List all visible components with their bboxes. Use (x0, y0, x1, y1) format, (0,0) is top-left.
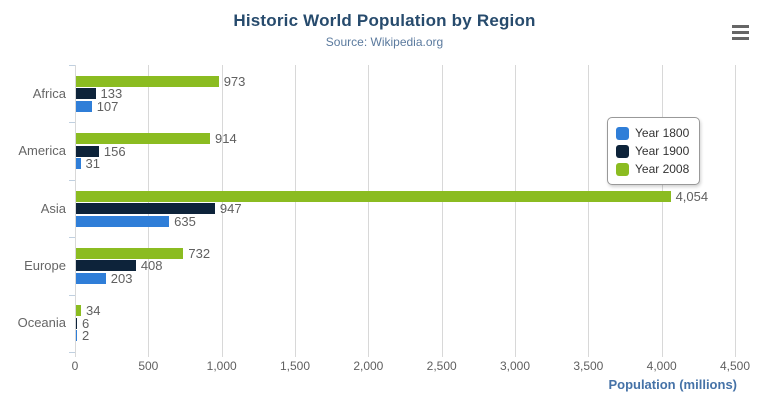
context-menu-button[interactable] (727, 20, 753, 44)
bar-value-label: 133 (100, 86, 123, 102)
x-axis-tick-label: 3,500 (573, 359, 604, 373)
bar-value-label: 4,054 (675, 188, 709, 204)
bar-year-1800[interactable] (76, 272, 106, 284)
x-axis-tick-label: 2,500 (426, 359, 457, 373)
category-label: America (18, 143, 66, 159)
x-axis-tick-label: 500 (138, 359, 159, 373)
hamburger-menu-icon (731, 30, 749, 34)
x-axis-title: Population (millions) (608, 377, 737, 392)
legend-label: Year 1800 (635, 126, 690, 140)
bar-value-label: 914 (215, 131, 237, 147)
legend-item-year-1900[interactable]: Year 1900 (616, 142, 689, 160)
legend-swatch-icon (616, 144, 629, 158)
category-label: Africa (32, 85, 66, 101)
legend-label: Year 1900 (635, 144, 690, 158)
x-axis-tick-label: 3,000 (499, 359, 531, 373)
bar-year-1800[interactable] (76, 100, 92, 112)
bar-year-1800[interactable] (76, 158, 81, 170)
legend: Year 1800 Year 1900 Year 2008 (607, 117, 701, 185)
bar-year-1900[interactable] (76, 317, 77, 329)
category-axis-tick (69, 122, 75, 123)
category-axis-tick (69, 180, 75, 181)
bar-value-label: 947 (219, 201, 242, 216)
gridline (588, 65, 590, 357)
x-axis-tick-label: 1,500 (279, 359, 311, 373)
bar-year-2008[interactable] (76, 305, 81, 317)
category-axis-tick (69, 237, 75, 238)
bar-year-1800[interactable] (76, 330, 77, 342)
bar-value-label: 203 (110, 270, 133, 286)
bar-year-1900[interactable] (76, 203, 215, 214)
gridline (75, 65, 76, 357)
category-axis-tick (69, 65, 75, 66)
bar-year-2008[interactable] (76, 75, 219, 87)
gridline (368, 65, 370, 357)
legend-label: Year 2008 (635, 162, 690, 176)
bar-year-2008[interactable] (76, 247, 184, 259)
bar-value-label: 34 (85, 303, 101, 319)
legend-swatch-icon (616, 162, 629, 176)
bar-year-1800[interactable] (76, 215, 170, 227)
bar-year-2008[interactable] (76, 133, 211, 145)
plot-area: Africa 973 133 107 America 914 156 31 Asia 4,054 9… (18, 65, 736, 357)
gridline (441, 65, 443, 357)
x-axis-tick-label: 2,000 (353, 359, 384, 373)
x-axis-tick-label: 1,000 (206, 359, 237, 373)
category-label: Europe (24, 257, 66, 273)
bar-year-1900[interactable] (76, 145, 99, 157)
category-label: Asia (40, 200, 66, 216)
x-axis-tick-label: 4,000 (646, 359, 677, 373)
category-axis-tick (69, 352, 75, 353)
bar-year-1900[interactable] (76, 88, 96, 100)
bar-value-label: 408 (140, 258, 163, 274)
bar-value-label: 732 (188, 245, 211, 261)
legend-swatch-icon (616, 126, 629, 140)
category-label: Oceania (17, 315, 66, 331)
bar-value-label: 2 (82, 328, 90, 344)
hamburger-menu-icon (731, 24, 749, 28)
x-axis-tick-label: 4,500 (719, 359, 751, 373)
legend-item-year-1800[interactable]: Year 1800 (616, 124, 689, 142)
bar-value-label: 31 (85, 156, 100, 172)
bar-year-1900[interactable] (76, 260, 136, 272)
gridline (515, 65, 516, 357)
chart-title: Historic World Population by Region (233, 11, 536, 30)
gridline (661, 65, 663, 357)
bar-value-label: 635 (174, 213, 196, 229)
hamburger-menu-icon (731, 36, 749, 40)
bar-value-label: 107 (96, 98, 119, 114)
legend-item-year-2008[interactable]: Year 2008 (616, 160, 689, 178)
chart-subtitle: Source: Wikipedia.org (325, 35, 444, 49)
gridline (221, 65, 223, 357)
bar-value-label: 156 (103, 143, 126, 159)
bar-value-label: 6 (82, 315, 90, 331)
gridline (295, 65, 296, 357)
bar-year-2008[interactable] (76, 190, 671, 202)
category-axis-tick (69, 295, 75, 296)
bar-value-label: 973 (223, 73, 246, 89)
x-axis-tick-label: 0 (71, 359, 79, 373)
gridline (735, 65, 736, 357)
